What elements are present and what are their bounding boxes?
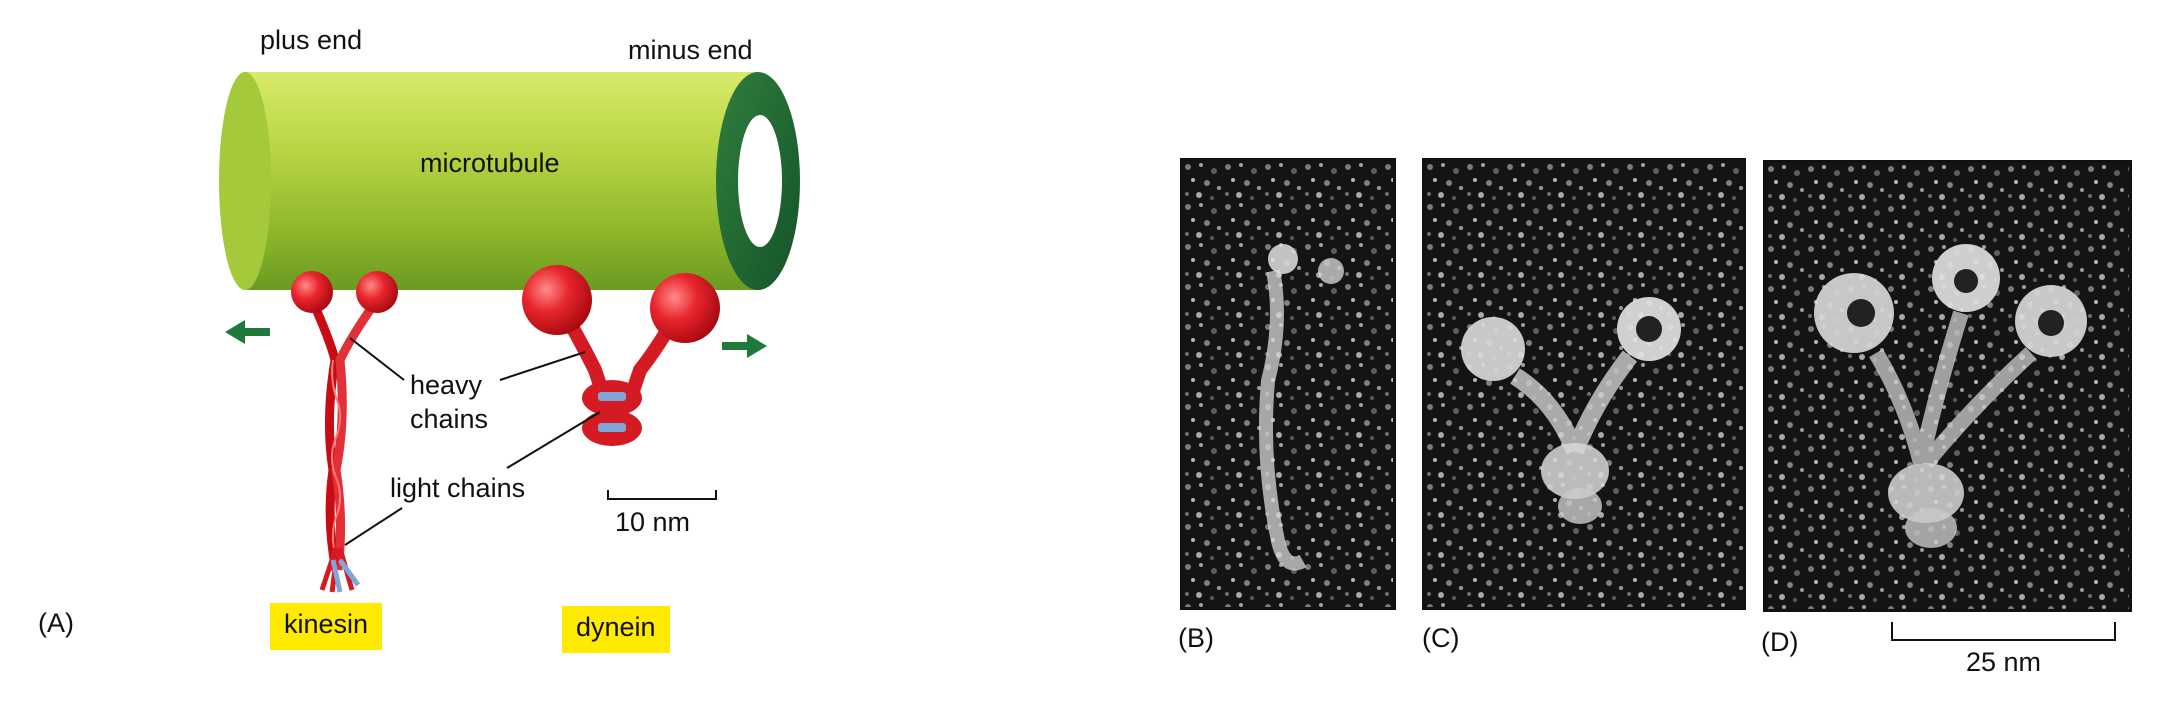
minus-end-label: minus end — [628, 35, 753, 65]
panel-b-label: (B) — [1178, 623, 1214, 653]
scale-label-a: 10 nm — [615, 507, 691, 537]
micrograph-c — [1422, 158, 1746, 610]
left-arrow-icon — [225, 320, 270, 344]
micrograph-b — [1180, 158, 1396, 610]
panel-d-label: (D) — [1761, 627, 1799, 657]
light-chains-label: light chains — [390, 473, 526, 503]
kinesin-motor — [291, 271, 398, 593]
leader-lines — [344, 337, 601, 546]
dynein-motor — [522, 265, 720, 446]
plus-end-label: plus end — [260, 25, 363, 55]
dynein-label: dynein — [562, 606, 670, 653]
microtubule-label: microtubule — [420, 148, 560, 178]
micrograph-d — [1763, 160, 2132, 612]
microtubule-cylinder — [219, 72, 800, 290]
panel-a-label: (A) — [38, 608, 74, 638]
scale-bar-a — [607, 490, 717, 500]
kinesin-label: kinesin — [270, 603, 383, 650]
heavy-chains-label: heavy chains — [410, 370, 489, 434]
scale-bar-d — [1891, 622, 2116, 641]
panel-c-label: (C) — [1422, 623, 1460, 653]
scale-label-d: 25 nm — [1966, 647, 2042, 677]
right-arrow-icon — [722, 334, 767, 358]
